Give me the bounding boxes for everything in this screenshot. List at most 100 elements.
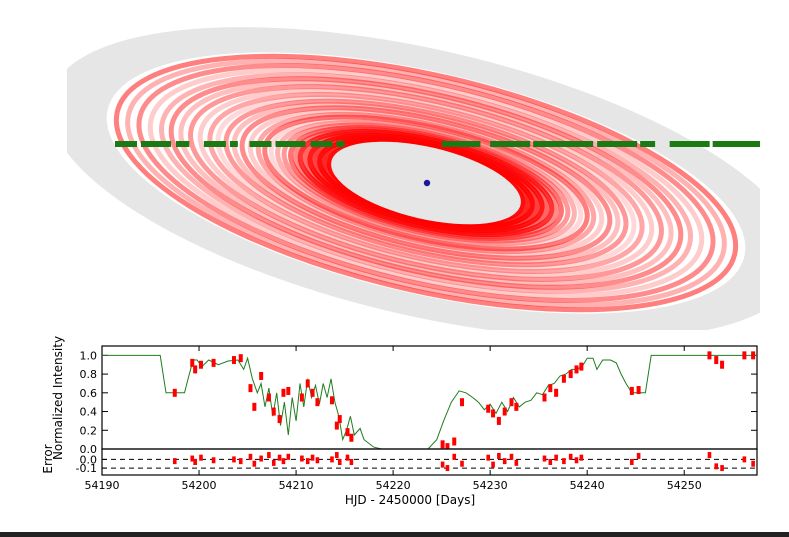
residual-point: [707, 452, 712, 459]
data-point: [299, 393, 304, 402]
ring: [207, 92, 645, 274]
residual-point: [579, 454, 584, 461]
data-point: [445, 443, 450, 449]
data-point: [337, 415, 342, 424]
data-point: [568, 370, 573, 379]
x-tick-label: 54250: [667, 479, 702, 492]
residual-point: [281, 458, 286, 465]
residual-y-label: Error: [41, 444, 55, 473]
data-point: [561, 374, 566, 383]
residual-point: [190, 455, 195, 462]
residual-point: [199, 454, 203, 461]
residual-point: [542, 455, 547, 462]
ring: [136, 63, 716, 303]
residual-point: [491, 461, 495, 468]
residual-point: [636, 452, 641, 459]
data-point: [271, 407, 276, 416]
data-point: [509, 398, 514, 407]
residual-point: [497, 452, 501, 459]
bottom-bar: [0, 532, 789, 537]
residual-point: [509, 453, 514, 460]
data-point: [751, 351, 756, 360]
residual-point: [330, 456, 334, 463]
residual-point: [238, 458, 243, 465]
ring: [239, 105, 613, 261]
ring: [168, 76, 684, 290]
residual-point: [562, 458, 566, 465]
residual-point: [193, 459, 197, 465]
data-point: [198, 360, 203, 369]
data-point: [514, 402, 519, 411]
ring: [113, 53, 739, 313]
residual-point: [315, 457, 320, 464]
data-point: [277, 415, 282, 424]
residual-point: [277, 454, 282, 461]
x-tick-label: 54220: [376, 479, 411, 492]
residual-point: [300, 455, 304, 462]
data-point: [266, 393, 271, 402]
data-point: [315, 398, 320, 407]
ring: [188, 84, 664, 282]
x-tick-label: 54190: [85, 479, 120, 492]
residual-point: [445, 465, 450, 472]
residual-point: [335, 452, 339, 459]
ring: [268, 117, 584, 249]
residual-point: [252, 460, 257, 467]
ring: [125, 58, 727, 308]
residual-point: [574, 457, 579, 464]
x-axis-label: HJD - 2450000 [Days]: [345, 493, 475, 507]
data-point: [259, 371, 264, 380]
data-point: [329, 396, 334, 405]
residual-point: [345, 454, 350, 461]
residual-tick-label: -0.1: [76, 462, 97, 475]
ring: [159, 72, 693, 294]
light-curve-y-label: Normalized Intensity: [51, 336, 65, 460]
data-point: [574, 365, 579, 374]
ring: [275, 119, 577, 247]
residual-point: [460, 460, 464, 467]
residual-point: [486, 454, 491, 461]
data-point: [345, 428, 350, 437]
residual-point: [502, 458, 507, 465]
data-point: [486, 404, 491, 413]
data-point: [542, 393, 547, 402]
x-tick-label: 54210: [279, 479, 314, 492]
residual-points: [172, 452, 755, 472]
residual-point: [514, 459, 519, 466]
residual-point: [310, 454, 315, 461]
data-point: [460, 398, 465, 407]
ring: [178, 80, 674, 286]
data-point: [231, 356, 236, 365]
data-point: [491, 409, 496, 418]
data-point: [502, 407, 507, 416]
ring: [288, 125, 564, 241]
data-point: [286, 386, 291, 395]
data-point: [496, 416, 501, 425]
data-point: [349, 433, 354, 442]
data-point: [248, 384, 253, 393]
residual-tick-label: 0.0: [80, 453, 98, 466]
residual-point: [267, 452, 271, 459]
residual-point: [271, 459, 276, 466]
residual-frame: [101, 448, 758, 476]
residual-point: [548, 459, 553, 465]
data-point: [305, 379, 310, 388]
residual-panel: 0.0-0.1 Error: [41, 444, 758, 476]
data-point: [636, 386, 641, 395]
y-tick-label: 0.6: [80, 387, 98, 400]
residual-point: [248, 453, 253, 460]
data-point: [190, 358, 195, 367]
data-point: [252, 402, 257, 411]
x-tick-label: 54200: [182, 479, 217, 492]
model-curve: [102, 354, 757, 449]
data-point: [579, 362, 584, 371]
residual-point: [337, 459, 342, 465]
data-point: [707, 351, 712, 360]
y-tick-label: 0.0: [80, 443, 98, 456]
residual-point: [286, 453, 291, 460]
residual-dashed-lines: [102, 458, 757, 469]
residual-point: [630, 459, 634, 465]
data-point: [193, 365, 198, 374]
data-point: [238, 354, 243, 363]
